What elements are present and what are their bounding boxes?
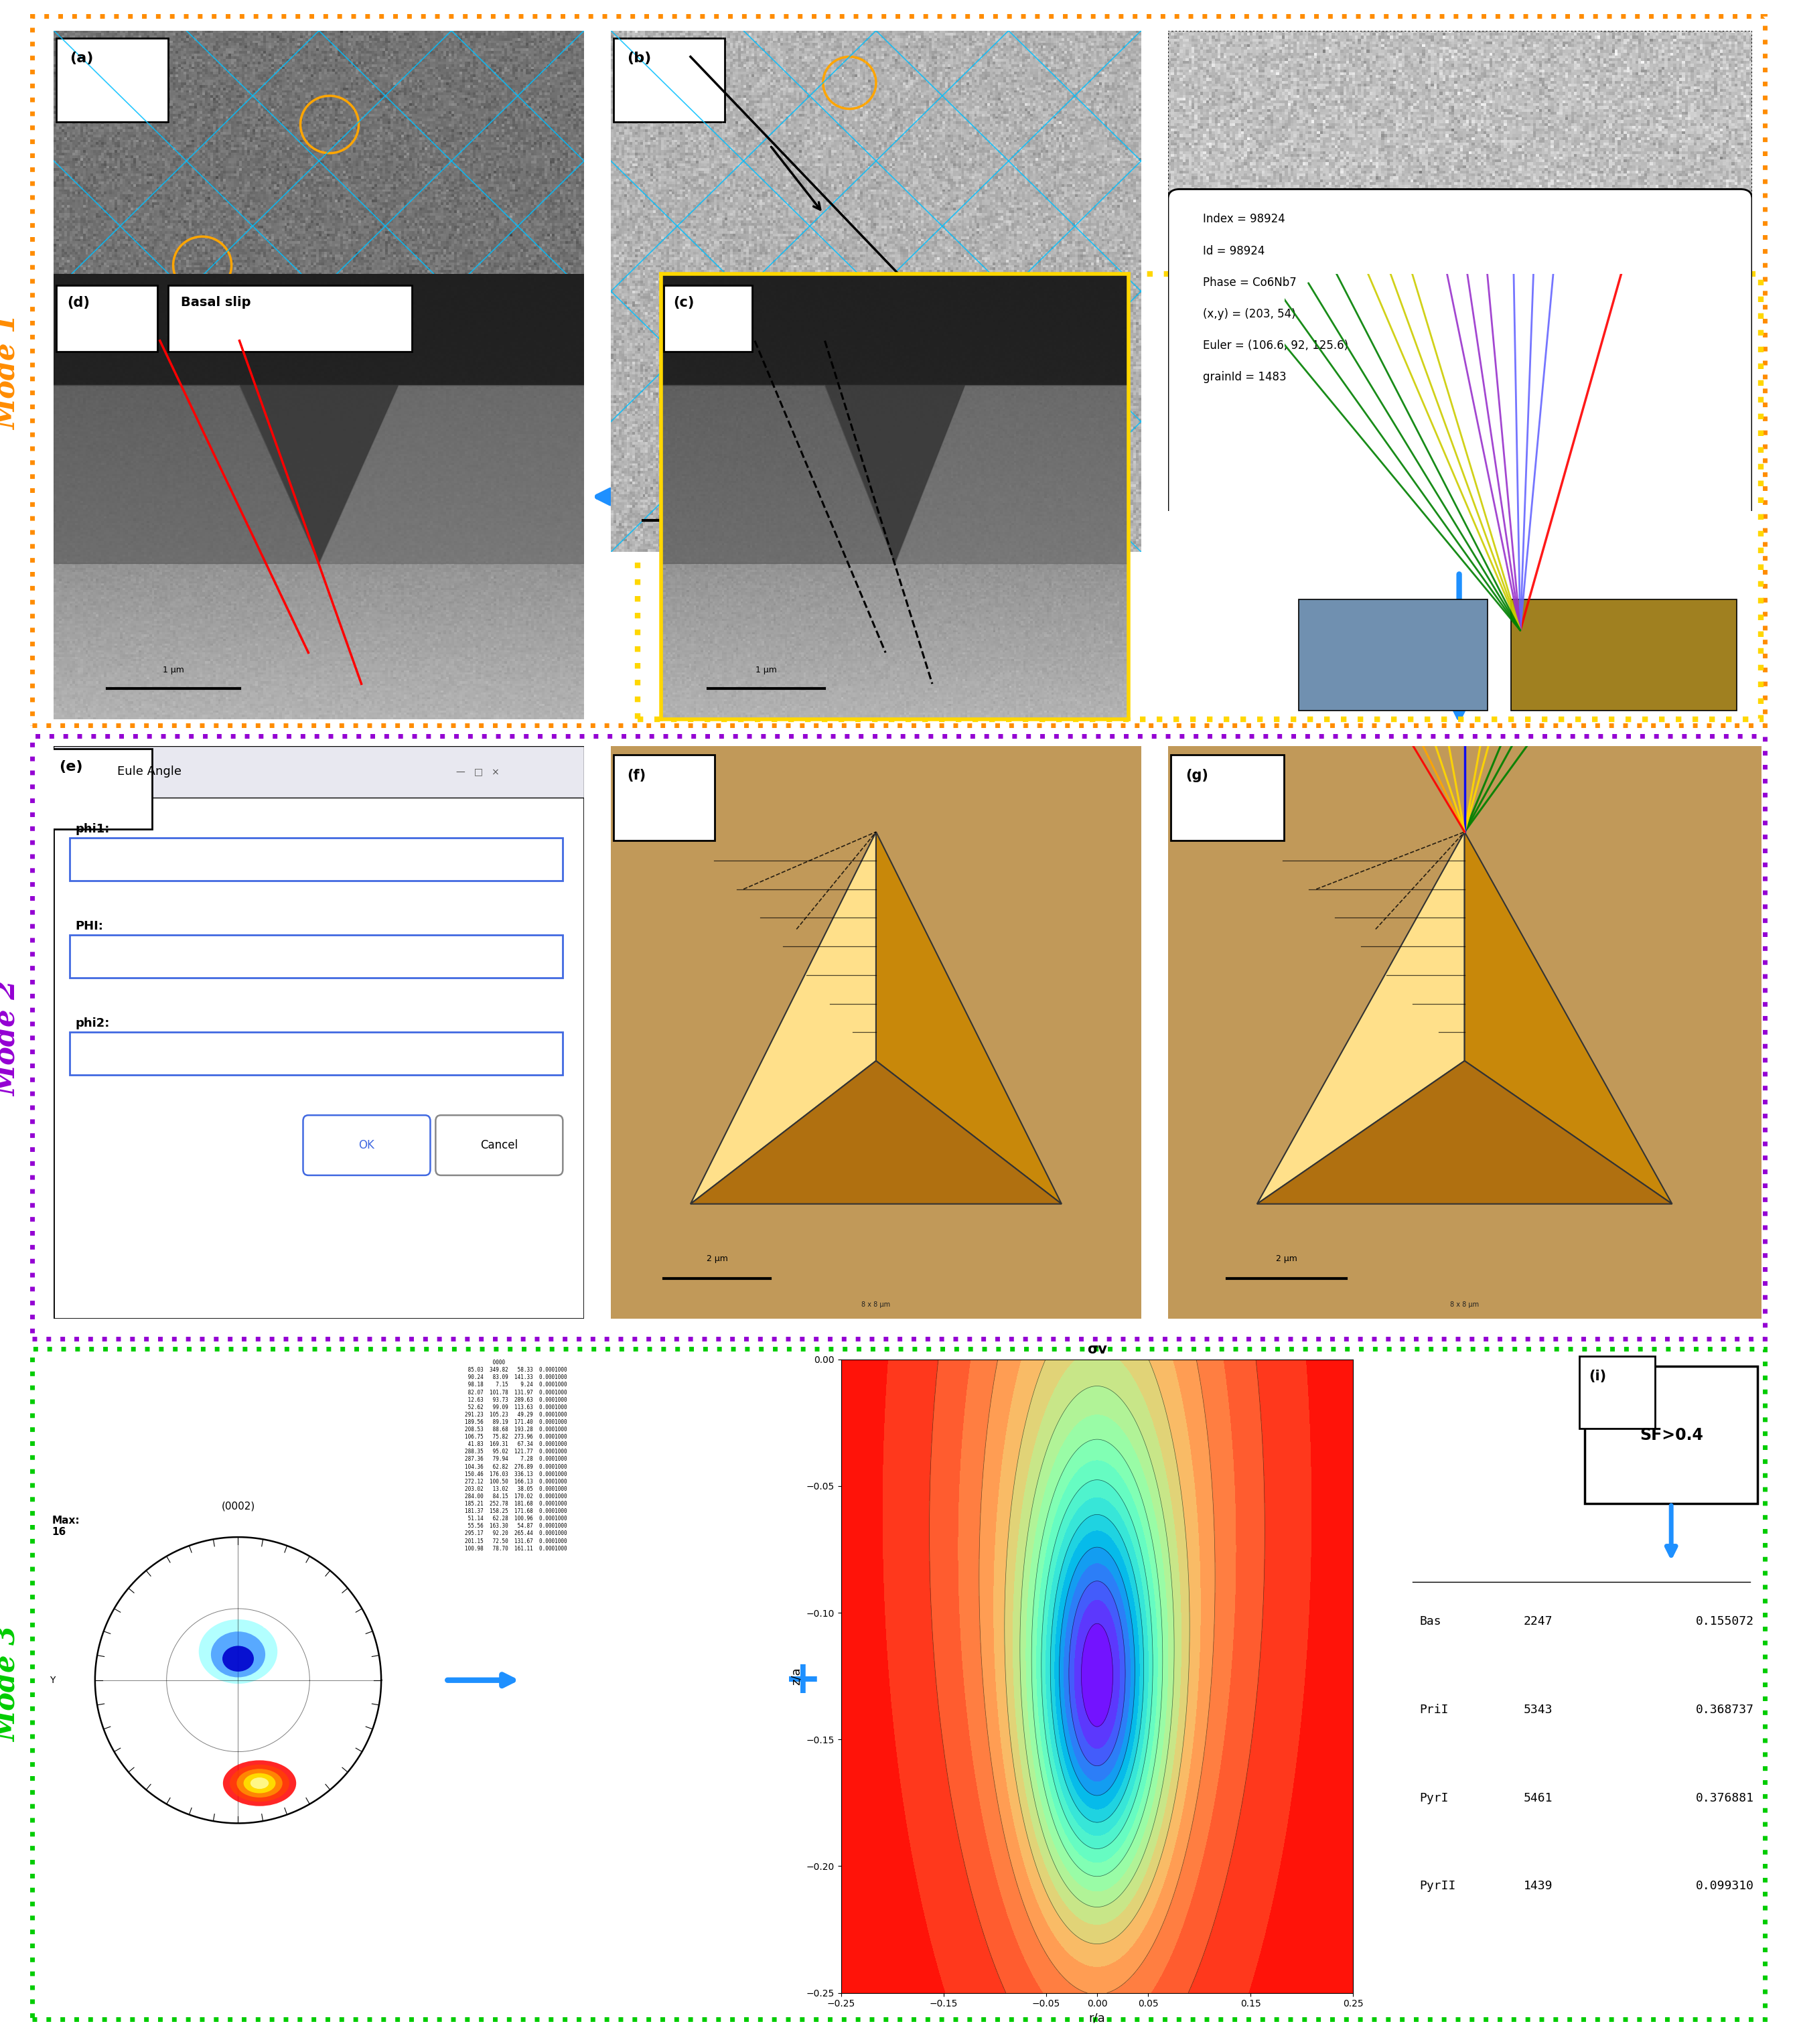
FancyBboxPatch shape <box>1168 190 1752 521</box>
Text: +: + <box>1226 474 1261 519</box>
Text: 0.155072: 0.155072 <box>1696 1615 1754 1627</box>
Polygon shape <box>877 832 1062 1204</box>
Text: 5343: 5343 <box>1524 1703 1553 1715</box>
Text: —   □   ×: — □ × <box>456 766 500 777</box>
Bar <box>1168 31 1752 198</box>
Ellipse shape <box>230 1764 289 1803</box>
Polygon shape <box>54 384 320 564</box>
Text: Eule Angle: Eule Angle <box>117 766 181 779</box>
Text: (c): (c) <box>672 296 694 309</box>
Ellipse shape <box>223 1645 253 1672</box>
Bar <box>70 838 562 881</box>
Circle shape <box>66 754 101 791</box>
FancyBboxPatch shape <box>1585 1365 1757 1504</box>
Bar <box>70 1032 562 1075</box>
Title: σv: σv <box>1087 1343 1107 1357</box>
Text: 8 x 8 μm: 8 x 8 μm <box>1450 1302 1479 1308</box>
FancyBboxPatch shape <box>613 39 724 123</box>
Polygon shape <box>661 274 1129 384</box>
Text: 2247: 2247 <box>1524 1615 1553 1627</box>
Text: 0000
 85.03  349.82   58.33  0.0001000
 90.24   83.09  141.33  0.0001000
 98.18 : 0000 85.03 349.82 58.33 0.0001000 90.24 … <box>464 1359 566 1560</box>
Text: 2 μm: 2 μm <box>706 1255 728 1263</box>
Text: 0.368737: 0.368737 <box>1696 1703 1754 1715</box>
Polygon shape <box>320 384 584 564</box>
Ellipse shape <box>250 1778 270 1788</box>
Text: (i): (i) <box>1589 1369 1607 1384</box>
Text: Bas: Bas <box>1420 1615 1441 1627</box>
Ellipse shape <box>237 1768 282 1797</box>
Y-axis label: z/a: z/a <box>791 1668 803 1684</box>
Polygon shape <box>690 832 877 1204</box>
Text: (g): (g) <box>1186 769 1209 783</box>
Text: 0.099310: 0.099310 <box>1696 1880 1754 1893</box>
Text: PyrI: PyrI <box>1420 1793 1448 1805</box>
FancyBboxPatch shape <box>167 284 412 352</box>
Text: (b): (b) <box>627 51 651 65</box>
Text: Mode 3: Mode 3 <box>0 1627 22 1741</box>
FancyBboxPatch shape <box>47 748 153 830</box>
Text: 0.376881: 0.376881 <box>1696 1793 1754 1805</box>
Polygon shape <box>690 1061 1062 1204</box>
Text: PHI:: PHI: <box>75 920 102 932</box>
Ellipse shape <box>199 1619 277 1684</box>
Polygon shape <box>1465 832 1671 1204</box>
Bar <box>70 934 562 977</box>
Text: 2 μm: 2 μm <box>1276 1255 1297 1263</box>
FancyBboxPatch shape <box>56 39 167 123</box>
Text: Y: Y <box>49 1676 56 1684</box>
Text: (0002): (0002) <box>221 1500 255 1511</box>
Text: SF>0.4: SF>0.4 <box>1639 1427 1704 1443</box>
Text: +: + <box>785 1658 821 1703</box>
Polygon shape <box>54 274 584 384</box>
Text: 100 μm: 100 μm <box>694 499 724 507</box>
Polygon shape <box>1258 1061 1671 1204</box>
FancyBboxPatch shape <box>613 754 715 840</box>
Ellipse shape <box>223 1760 297 1807</box>
FancyBboxPatch shape <box>663 284 753 352</box>
FancyBboxPatch shape <box>304 1116 429 1175</box>
Text: Index = 98924

Id = 98924

Phase = Co6Nb7

(x,y) = (203, 54)

Euler = (106.6, 92: Index = 98924 Id = 98924 Phase = Co6Nb7 … <box>1204 213 1348 384</box>
Polygon shape <box>825 384 965 564</box>
Text: 1 μm: 1 μm <box>757 666 776 675</box>
Text: Max:
16: Max: 16 <box>52 1515 79 1537</box>
Text: (d): (d) <box>66 296 90 309</box>
Text: 100 μm: 100 μm <box>137 499 167 507</box>
Bar <box>1299 599 1488 711</box>
Text: PyrII: PyrII <box>1420 1880 1456 1893</box>
Text: Mode 1: Mode 1 <box>0 315 22 429</box>
FancyBboxPatch shape <box>56 284 158 352</box>
FancyBboxPatch shape <box>435 1116 562 1175</box>
Text: Mode 2: Mode 2 <box>0 981 22 1096</box>
Text: 1 μm: 1 μm <box>162 666 183 675</box>
Text: 5461: 5461 <box>1524 1793 1553 1805</box>
Ellipse shape <box>210 1631 266 1678</box>
Text: phi2:: phi2: <box>75 1018 110 1030</box>
X-axis label: r/a: r/a <box>1089 2013 1105 2024</box>
FancyBboxPatch shape <box>1172 754 1283 840</box>
Text: (a): (a) <box>70 51 93 65</box>
Text: 8 x 8 μm: 8 x 8 μm <box>861 1302 891 1308</box>
Bar <box>1511 599 1738 711</box>
Text: Basal slip: Basal slip <box>181 296 252 309</box>
Polygon shape <box>661 384 895 564</box>
Text: OK: OK <box>359 1139 374 1151</box>
Polygon shape <box>239 384 399 564</box>
Bar <box>54 746 584 797</box>
FancyBboxPatch shape <box>1580 1357 1655 1429</box>
Text: PriI: PriI <box>1420 1703 1448 1715</box>
Ellipse shape <box>244 1774 275 1793</box>
Text: phi1:: phi1: <box>75 824 110 836</box>
Polygon shape <box>1258 832 1465 1204</box>
Text: (f): (f) <box>627 769 645 783</box>
Polygon shape <box>895 384 1129 564</box>
Text: Cancel: Cancel <box>480 1139 518 1151</box>
Text: 1439: 1439 <box>1524 1880 1553 1893</box>
Text: (e): (e) <box>59 760 83 775</box>
